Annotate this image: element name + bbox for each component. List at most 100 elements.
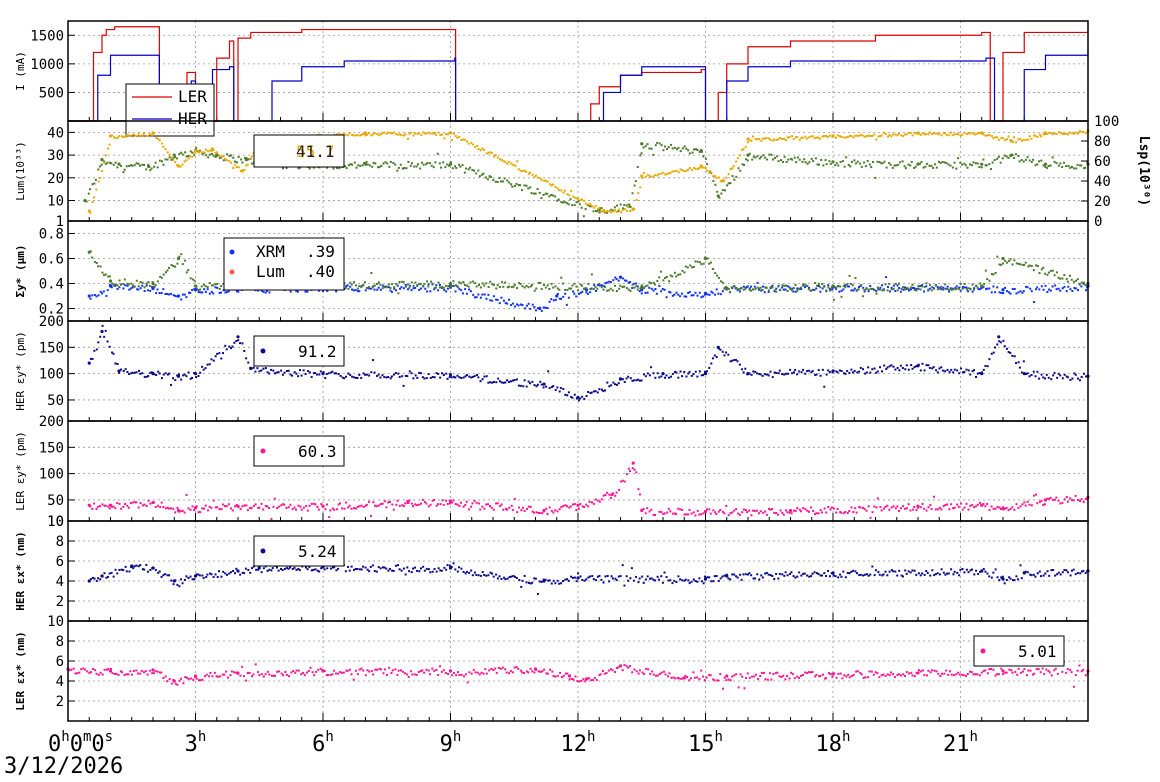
data-point	[1051, 285, 1054, 288]
data-point	[719, 180, 722, 183]
data-point	[969, 670, 972, 673]
data-point	[1071, 132, 1074, 135]
data-point	[696, 260, 699, 263]
data-point	[666, 511, 669, 514]
data-point	[890, 288, 893, 291]
y2-tick-label: 60	[1094, 154, 1111, 170]
data-point	[635, 379, 638, 382]
data-point	[1003, 286, 1006, 289]
data-point	[197, 151, 200, 154]
data-point	[99, 671, 102, 674]
data-point	[355, 376, 358, 379]
data-point	[937, 672, 940, 675]
data-point	[992, 273, 995, 276]
data-point	[604, 389, 607, 392]
data-point	[761, 285, 764, 288]
data-point	[791, 135, 794, 138]
data-point	[988, 287, 991, 290]
data-point	[471, 168, 474, 171]
data-point	[1063, 285, 1066, 288]
data-point	[156, 280, 159, 283]
data-point-key	[576, 503, 580, 507]
data-point	[1069, 131, 1072, 134]
data-point	[796, 156, 799, 159]
data-point	[122, 287, 125, 290]
data-point	[595, 678, 598, 681]
data-point	[396, 499, 399, 502]
data-point	[176, 683, 179, 686]
data-point	[648, 374, 651, 377]
data-point	[938, 133, 941, 136]
data-point	[882, 131, 885, 134]
data-point	[381, 566, 384, 569]
data-point	[360, 504, 363, 507]
data-point	[510, 162, 513, 165]
data-point	[804, 508, 807, 511]
data-point	[473, 375, 476, 378]
data-point	[417, 132, 420, 135]
data-point	[162, 273, 165, 276]
data-point	[679, 168, 682, 171]
data-point	[806, 672, 809, 675]
data-point	[935, 166, 938, 169]
data-point	[578, 680, 581, 683]
data-point	[871, 134, 874, 137]
data-point	[992, 571, 995, 574]
data-point	[754, 673, 757, 676]
data-point	[936, 572, 939, 575]
data-point	[571, 396, 574, 399]
data-point	[975, 284, 978, 287]
data-point	[752, 288, 755, 291]
data-point	[846, 369, 849, 372]
data-point	[425, 163, 428, 166]
data-point	[748, 509, 751, 512]
data-point	[560, 276, 563, 279]
data-point	[658, 142, 661, 145]
data-point	[460, 377, 463, 380]
data-point	[792, 509, 795, 512]
data-point	[441, 499, 444, 502]
data-point	[931, 367, 934, 370]
data-point	[586, 292, 589, 295]
data-point-key	[1043, 162, 1048, 166]
data-point	[422, 163, 425, 166]
data-point	[579, 198, 582, 201]
data-point	[1082, 668, 1085, 671]
data-point	[1047, 669, 1050, 672]
data-point	[519, 669, 522, 672]
data-point	[573, 204, 576, 207]
data-point	[385, 286, 388, 289]
data-point	[475, 285, 478, 288]
data-point-key	[831, 672, 835, 676]
data-point	[685, 170, 688, 173]
data-point	[159, 506, 162, 509]
data-point	[1029, 573, 1032, 576]
data-point	[107, 275, 110, 278]
data-point	[629, 665, 632, 668]
data-point	[869, 287, 872, 290]
data-point	[656, 279, 659, 282]
data-point	[1013, 579, 1016, 582]
data-point	[189, 155, 192, 158]
data-point	[1046, 570, 1049, 573]
data-point	[355, 166, 358, 169]
data-point	[208, 505, 211, 508]
data-point	[580, 679, 583, 682]
data-point	[756, 138, 759, 141]
data-point	[652, 673, 655, 676]
data-point	[437, 567, 440, 570]
data-point	[550, 184, 553, 187]
data-point	[1044, 284, 1047, 287]
data-point	[731, 675, 734, 678]
data-point	[1053, 669, 1056, 672]
data-point	[655, 292, 658, 295]
data-point	[187, 371, 190, 374]
data-point	[459, 165, 462, 168]
data-point	[454, 290, 457, 293]
data-point	[437, 131, 440, 134]
data-point	[519, 184, 522, 187]
data-point	[588, 205, 591, 208]
data-point	[669, 375, 672, 378]
data-point	[785, 509, 788, 512]
data-point	[758, 372, 761, 375]
